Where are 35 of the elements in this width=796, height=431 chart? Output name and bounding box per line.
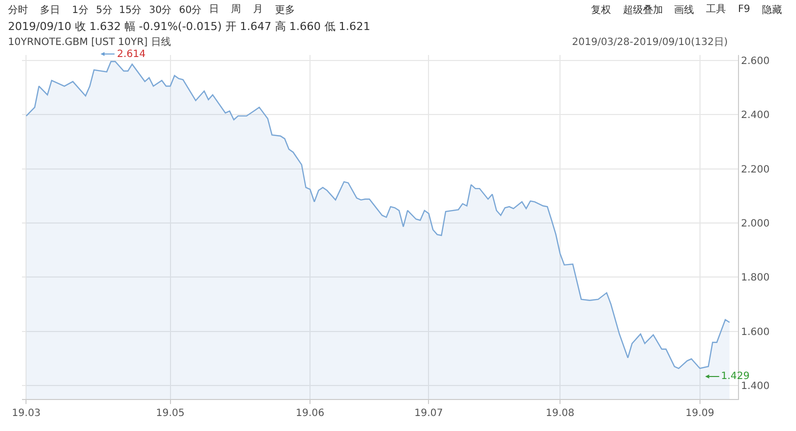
y-tick-label: 2.200 <box>741 164 770 176</box>
text: 15分 <box>119 4 142 16</box>
chart-subtitle: 2019/09/10 收 1.632 幅 -0.91%(-0.015) 开 1.647 高 1.660 低 1.621 <box>8 20 370 33</box>
y-tick-label: 1.800 <box>741 272 770 284</box>
y-tick-label: 2.000 <box>741 218 770 230</box>
text: 多日 <box>40 4 60 16</box>
text: 周 <box>231 4 241 15</box>
y-tick-label: 2.600 <box>741 56 770 67</box>
text: 60分 <box>179 4 202 16</box>
text: 5分 <box>96 4 112 16</box>
text: 分时 <box>8 4 28 16</box>
y-tick-label: 1.600 <box>741 326 770 338</box>
text: 1分 <box>72 4 88 16</box>
x-tick-label: 19.06 <box>296 408 324 419</box>
chart-title: 10YRNOTE.GBM [UST 10YR] 日线 <box>8 36 171 48</box>
annotation: 2.614 <box>117 49 146 60</box>
y-tick-label: 2.400 <box>741 110 770 122</box>
y-tick-label: 1.400 <box>741 380 770 392</box>
text: 2019/03/28-2019/09/10(132日) <box>572 37 728 48</box>
annotation: 1.429 <box>721 371 750 382</box>
text: 更多 <box>275 4 295 16</box>
x-tick-label: 19.09 <box>686 408 714 419</box>
text: F9 <box>738 4 750 15</box>
x-tick-label: 19.03 <box>12 408 41 419</box>
text: 画线 <box>674 4 694 16</box>
text: 30分 <box>149 4 172 16</box>
x-tick-label: 19.05 <box>156 408 185 419</box>
text: 超级叠加 <box>623 4 663 16</box>
text: 工具 <box>706 4 726 15</box>
text: 月 <box>253 4 263 15</box>
x-tick-label: 19.08 <box>546 408 574 419</box>
x-tick-label: 19.07 <box>414 408 444 419</box>
text: 复权 <box>591 4 611 16</box>
text: 日 <box>209 4 219 15</box>
text: 隐藏 <box>762 4 782 16</box>
